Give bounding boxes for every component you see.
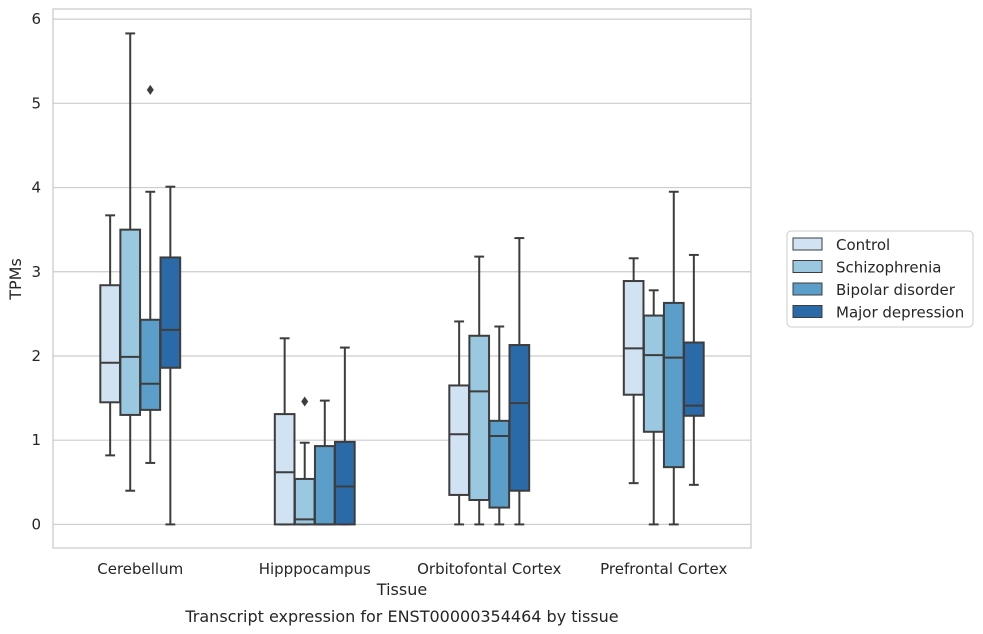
y-tick-label: 2 [31,347,41,365]
box-body [468,334,491,501]
box-series [99,32,705,526]
y-axis-ticks: 0 1 2 3 4 5 6 [31,10,41,533]
legend-frame [786,230,974,328]
legend: Control Schizophrenia Bipolar disorder Majo… [786,230,974,328]
y-tick-label: 0 [31,515,41,533]
y-tick-label: 4 [31,179,41,197]
box-body [119,228,142,416]
x-tick-label: Prefrontal Cortex [600,560,727,578]
box [334,346,356,526]
y-tick-label: 5 [31,94,41,112]
y-tick-label: 6 [31,10,41,28]
legend-label: Bipolar disorder [836,281,956,299]
box [448,320,470,526]
box-body [662,301,685,469]
y-axis-label: TPMs [6,258,25,301]
legend-label: Major depression [836,304,964,322]
plot-frame [52,8,752,549]
box [313,399,336,526]
outlier-point [146,84,154,95]
box-body [159,256,182,369]
box-body [622,280,645,396]
x-tick-label: Orbitofontal Cortex [417,560,561,578]
box-body [642,314,665,433]
x-axis-ticks: Cerebellum Hipppocampus Orbitofontal Corte… [97,560,727,578]
box [468,255,491,526]
x-axis-label: Tissue [376,580,427,599]
box [273,337,296,526]
box-body [488,419,511,509]
legend-label: Control [836,236,890,254]
y-tick-label: 1 [31,431,41,449]
box [293,396,316,526]
box-body [99,284,121,404]
box [683,253,705,486]
box-body [508,344,531,492]
y-tick-label: 3 [31,263,41,281]
box [119,32,142,492]
legend-swatch [792,237,823,251]
legend-swatch [792,282,823,296]
box-body [273,413,296,526]
legend-label: Schizophrenia [836,259,941,277]
box [622,257,645,485]
box [159,185,182,526]
box-body [683,341,705,417]
legend-swatch [792,260,823,273]
box-body [313,445,336,526]
outlier-point [301,396,309,407]
box [508,237,531,526]
chart-caption: Transcript expression for ENST0000035446… [184,607,618,626]
box-body [293,477,316,526]
box-body [448,384,470,496]
plot-background [53,9,751,548]
x-tick-label: Cerebellum [97,560,183,578]
box-body [334,440,356,526]
legend-swatch [792,305,823,318]
x-tick-label: Hipppocampus [259,560,371,578]
box-body [139,318,162,411]
